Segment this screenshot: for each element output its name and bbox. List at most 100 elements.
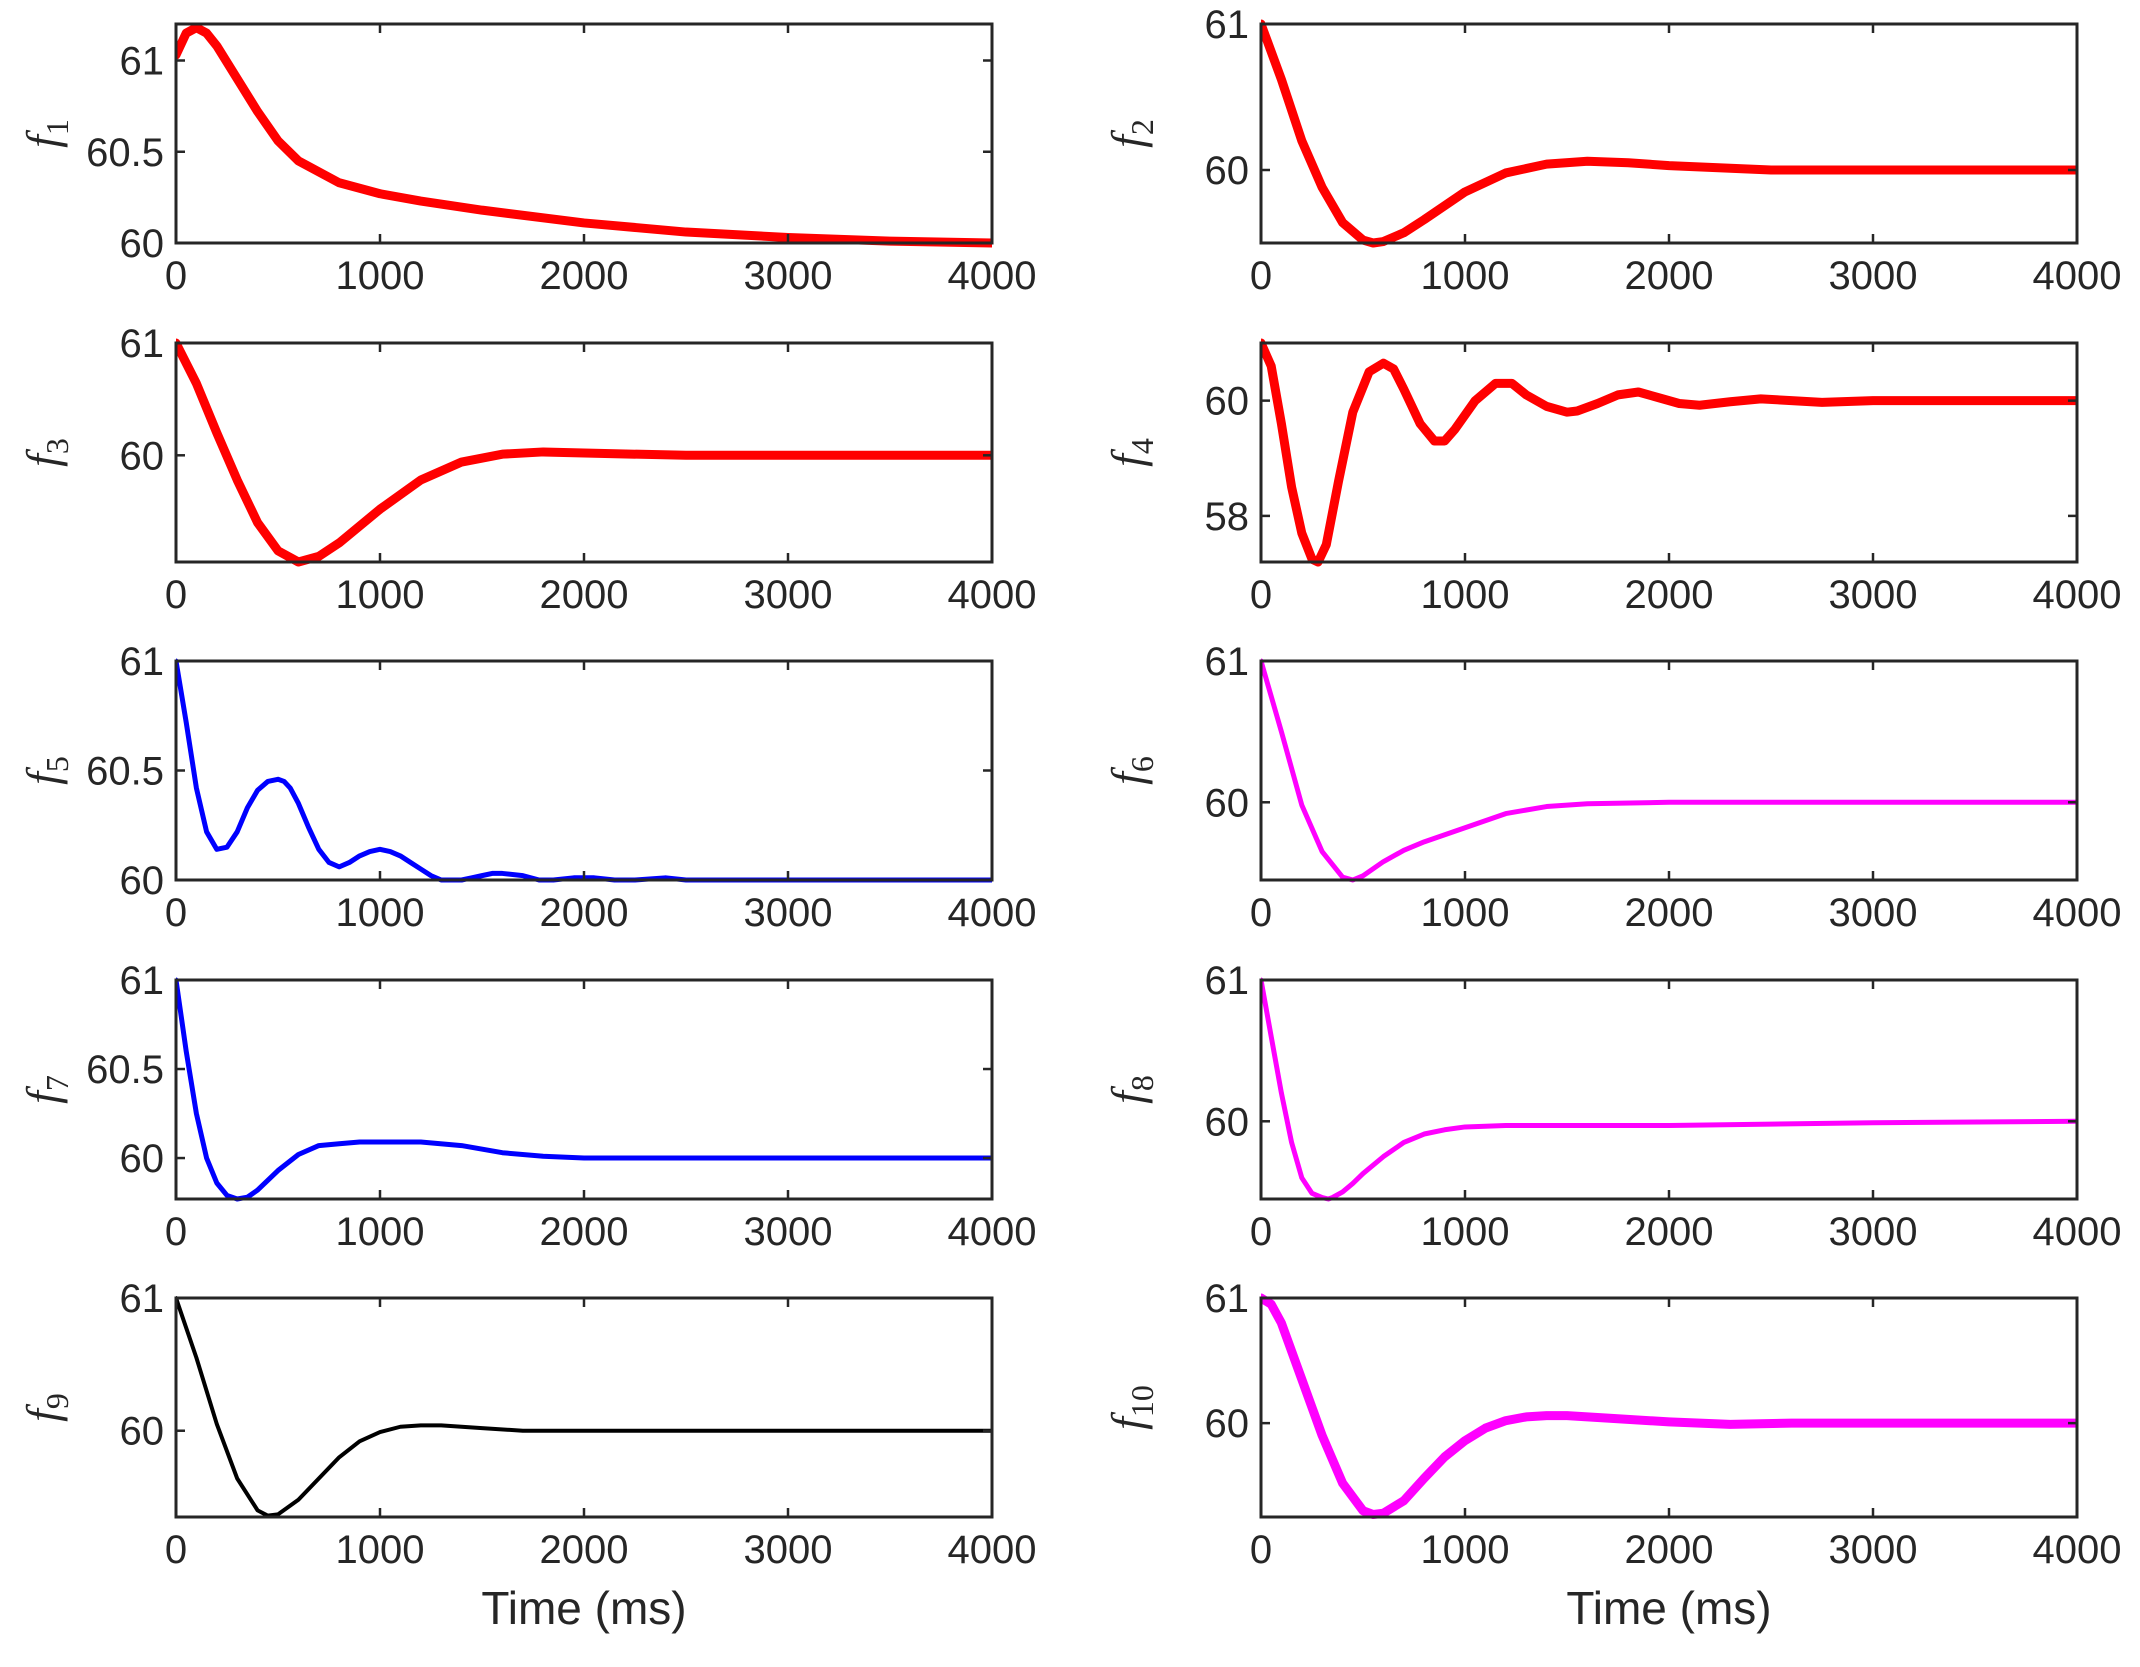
x-tick-label: 1000 bbox=[1421, 1210, 1510, 1254]
y-axis-label: f5 bbox=[17, 756, 75, 785]
y-tick-label: 61 bbox=[1205, 3, 1250, 47]
y-axis-label: f10 bbox=[1102, 1385, 1160, 1430]
axes-frame bbox=[1259, 659, 2079, 882]
series-line-f4 bbox=[1261, 338, 2077, 567]
x-tick-label: 0 bbox=[1250, 254, 1272, 298]
subplot-f1: 0 1000 2000 3000 4000 60 60.5 61 f1 bbox=[17, 22, 1036, 298]
y-axis-label: f6 bbox=[1102, 756, 1160, 785]
y-axis-label-subscript: 7 bbox=[39, 1075, 75, 1091]
y-axis-label: f9 bbox=[17, 1393, 75, 1422]
y-axis-label-subscript: 9 bbox=[39, 1393, 75, 1409]
series-line-f10 bbox=[1261, 1293, 2077, 1519]
x-tick-label: 4000 bbox=[2033, 254, 2122, 298]
series-line-f1 bbox=[176, 23, 992, 248]
series-line-f9 bbox=[176, 1296, 992, 1518]
y-axis-label: f1 bbox=[17, 119, 75, 148]
y-tick-label: 61 bbox=[120, 40, 165, 84]
y-tick-label: 60 bbox=[1205, 1100, 1250, 1144]
y-axis-label-subscript: 1 bbox=[39, 119, 75, 135]
y-tick-label: 60 bbox=[120, 1137, 165, 1181]
x-tick-label: 0 bbox=[165, 891, 187, 935]
subplot-f3: 0 1000 2000 3000 4000 60 61 f3 bbox=[17, 322, 1036, 617]
x-tick-label: 3000 bbox=[1829, 891, 1918, 935]
y-tick-label: 60.5 bbox=[86, 1048, 164, 1092]
x-tick-label: 1000 bbox=[1421, 573, 1510, 617]
y-axis-label-subscript: 8 bbox=[1124, 1075, 1160, 1091]
y-tick-label: 58 bbox=[1205, 495, 1250, 539]
axes-frame bbox=[174, 659, 994, 882]
x-tick-label: 2000 bbox=[540, 1528, 629, 1572]
y-tick-label: 61 bbox=[120, 1277, 165, 1321]
axes-frame bbox=[1259, 341, 2079, 564]
x-tick-label: 3000 bbox=[744, 1210, 833, 1254]
y-axis-label: f3 bbox=[17, 438, 75, 467]
x-tick-label: 2000 bbox=[540, 573, 629, 617]
x-tick-label: 3000 bbox=[1829, 254, 1918, 298]
x-axis-label: Time (ms) bbox=[481, 1582, 686, 1634]
axes-frame bbox=[1259, 22, 2079, 245]
x-tick-label: 3000 bbox=[744, 1528, 833, 1572]
x-tick-label: 1000 bbox=[336, 1528, 425, 1572]
y-axis-label: f8 bbox=[1102, 1075, 1160, 1104]
x-tick-label: 2000 bbox=[1625, 573, 1714, 617]
y-tick-label: 60 bbox=[1205, 781, 1250, 825]
y-axis-label-subscript: 5 bbox=[39, 756, 75, 772]
x-tick-label: 2000 bbox=[1625, 254, 1714, 298]
y-axis-label: f2 bbox=[1102, 119, 1160, 148]
x-tick-label: 4000 bbox=[2033, 573, 2122, 617]
x-tick-label: 2000 bbox=[540, 254, 629, 298]
x-tick-label: 2000 bbox=[540, 891, 629, 935]
y-tick-label: 60 bbox=[1205, 149, 1250, 193]
y-axis-label-subscript: 4 bbox=[1124, 438, 1160, 454]
x-tick-label: 4000 bbox=[948, 1528, 1037, 1572]
x-tick-label: 3000 bbox=[744, 254, 833, 298]
axes-frame bbox=[1259, 978, 2079, 1201]
y-tick-label: 61 bbox=[120, 322, 165, 366]
y-tick-label: 60 bbox=[120, 859, 165, 903]
subplot-f8: 0 1000 2000 3000 4000 60 61 f8 bbox=[1102, 959, 2121, 1254]
subplot-f2: 0 1000 2000 3000 4000 60 61 f2 bbox=[1102, 3, 2121, 298]
x-tick-label: 2000 bbox=[540, 1210, 629, 1254]
x-tick-label: 0 bbox=[1250, 573, 1272, 617]
series-line-f8 bbox=[1261, 977, 2077, 1202]
axes-frame bbox=[174, 22, 994, 245]
x-tick-label: 4000 bbox=[948, 573, 1037, 617]
x-tick-label: 0 bbox=[1250, 891, 1272, 935]
y-tick-label: 60 bbox=[120, 434, 165, 478]
series-line-f3 bbox=[176, 338, 992, 567]
x-tick-label: 1000 bbox=[1421, 891, 1510, 935]
axes-frame bbox=[174, 1296, 994, 1519]
y-tick-label: 60 bbox=[1205, 380, 1250, 424]
y-tick-label: 61 bbox=[1205, 959, 1250, 1003]
x-tick-label: 3000 bbox=[744, 573, 833, 617]
x-tick-label: 3000 bbox=[744, 891, 833, 935]
series-line-f2 bbox=[1261, 19, 2077, 248]
x-tick-label: 0 bbox=[1250, 1210, 1272, 1254]
y-axis-label-subscript: 10 bbox=[1124, 1385, 1160, 1417]
x-tick-label: 0 bbox=[165, 1528, 187, 1572]
x-axis-label: Time (ms) bbox=[1566, 1582, 1771, 1634]
subplot-f6: 0 1000 2000 3000 4000 60 61 f6 bbox=[1102, 640, 2121, 935]
y-tick-label: 61 bbox=[1205, 1277, 1250, 1321]
x-tick-label: 1000 bbox=[1421, 1528, 1510, 1572]
subplot-f10: 0 1000 2000 3000 4000 60 61 f10 Time (ms) bbox=[1102, 1277, 2121, 1634]
series-line-f5 bbox=[176, 658, 992, 883]
x-tick-label: 2000 bbox=[1625, 1210, 1714, 1254]
subplot-f5: 0 1000 2000 3000 4000 60 60.5 61 f5 bbox=[17, 640, 1036, 935]
x-tick-label: 4000 bbox=[948, 891, 1037, 935]
series-line-f6 bbox=[1261, 658, 2077, 883]
subplot-f9: 0 1000 2000 3000 4000 60 61 f9 Time (ms) bbox=[17, 1277, 1036, 1634]
x-tick-label: 4000 bbox=[948, 1210, 1037, 1254]
x-tick-label: 1000 bbox=[1421, 254, 1510, 298]
x-tick-label: 4000 bbox=[2033, 1528, 2122, 1572]
subplot-f4: 0 1000 2000 3000 4000 58 60 f4 bbox=[1102, 338, 2122, 617]
x-tick-label: 0 bbox=[1250, 1528, 1272, 1572]
x-tick-label: 3000 bbox=[1829, 1210, 1918, 1254]
x-tick-label: 0 bbox=[165, 254, 187, 298]
x-tick-label: 0 bbox=[165, 573, 187, 617]
y-axis-label: f4 bbox=[1102, 438, 1160, 467]
y-tick-label: 60.5 bbox=[86, 131, 164, 175]
y-axis-label-subscript: 6 bbox=[1124, 756, 1160, 772]
y-tick-label: 61 bbox=[1205, 640, 1250, 684]
series-line-f7 bbox=[176, 977, 992, 1202]
